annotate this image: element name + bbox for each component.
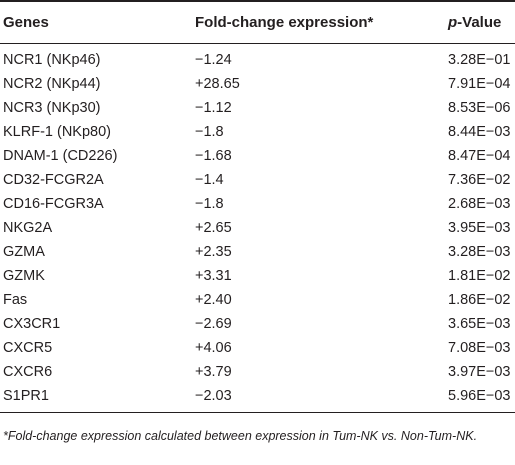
fold-change-cell: +2.40 [195, 292, 232, 308]
fold-change-cell: −1.68 [195, 148, 232, 164]
fold-change-cell: −1.4 [195, 172, 224, 188]
fold-change-cell: −1.8 [195, 196, 224, 212]
p-value-cell: 2.68E−03 [448, 196, 511, 212]
table-row: CXCR5 +4.06 7.08E−03 [0, 336, 515, 360]
table-row: Fas +2.40 1.86E−02 [0, 288, 515, 312]
p-value-cell: 8.44E−03 [448, 124, 511, 140]
gene-expression-table: Genes Fold-change expression* p-Value NC… [0, 0, 515, 413]
p-value-cell: 5.96E−03 [445, 384, 515, 413]
table-footnote: *Fold-change expression calculated betwe… [3, 429, 478, 443]
gene-cell: NCR1 (NKp46) [3, 52, 101, 68]
gene-cell: CD16-FCGR3A [3, 196, 104, 212]
p-value-cell: 1.86E−02 [448, 292, 511, 308]
table-row: KLRF-1 (NKp80) −1.8 8.44E−03 [0, 120, 515, 144]
fold-change-cell: +2.65 [195, 220, 232, 236]
table-row: CD16-FCGR3A −1.8 2.68E−03 [0, 192, 515, 216]
p-value-cell: 1.81E−02 [448, 268, 511, 284]
p-value-cell: 3.28E−01 [448, 52, 511, 68]
gene-cell: CXCR6 [3, 364, 53, 380]
gene-cell: GZMA [3, 244, 45, 260]
table-row: CX3CR1 −2.69 3.65E−03 [0, 312, 515, 336]
p-value-cell: 3.95E−03 [448, 220, 511, 236]
gene-expression-table-container: Genes Fold-change expression* p-Value NC… [0, 0, 515, 413]
header-p-italic: p [448, 14, 458, 31]
fold-change-cell: −2.03 [192, 384, 445, 413]
gene-cell: KLRF-1 (NKp80) [3, 124, 111, 140]
fold-change-cell: +28.65 [195, 76, 240, 92]
header-p-value: p-Value [445, 0, 515, 44]
table-row: S1PR1 −2.03 5.96E−03 [0, 384, 515, 413]
gene-cell: CD32-FCGR2A [3, 172, 104, 188]
table-row: GZMK +3.31 1.81E−02 [0, 264, 515, 288]
p-value-cell: 3.28E−03 [448, 244, 511, 260]
gene-cell: Fas [3, 292, 28, 308]
fold-change-cell: −1.12 [195, 100, 232, 116]
fold-change-cell: +2.35 [195, 244, 232, 260]
header-row: Genes Fold-change expression* p-Value [0, 0, 515, 44]
gene-cell: NKG2A [3, 220, 53, 236]
gene-cell: NCR2 (NKp44) [3, 76, 101, 92]
table-row: NKG2A +2.65 3.95E−03 [0, 216, 515, 240]
gene-cell: S1PR1 [0, 384, 192, 413]
fold-change-cell: −1.8 [195, 124, 224, 140]
table-body: NCR1 (NKp46) −1.24 3.28E−01 NCR2 (NKp44) +28… [0, 44, 515, 413]
gene-cell: NCR3 (NKp30) [3, 100, 101, 116]
table-row: NCR2 (NKp44) +28.65 7.91E−04 [0, 72, 515, 96]
header-genes: Genes [0, 0, 192, 44]
table-row: CD32-FCGR2A −1.4 7.36E−02 [0, 168, 515, 192]
fold-change-cell: −1.24 [195, 52, 232, 68]
fold-change-cell: +3.79 [195, 364, 232, 380]
p-value-cell: 7.08E−03 [448, 340, 511, 356]
table-row: GZMA +2.35 3.28E−03 [0, 240, 515, 264]
fold-change-cell: +3.31 [195, 268, 232, 284]
gene-cell: DNAM-1 (CD226) [3, 148, 118, 164]
p-value-cell: 7.36E−02 [448, 172, 511, 188]
header-fold-change: Fold-change expression* [192, 0, 445, 44]
table-row: CXCR6 +3.79 3.97E−03 [0, 360, 515, 384]
table-row: NCR3 (NKp30) −1.12 8.53E−06 [0, 96, 515, 120]
fold-change-cell: +4.06 [195, 340, 232, 356]
table-header: Genes Fold-change expression* p-Value [0, 0, 515, 44]
fold-change-cell: −2.69 [195, 316, 232, 332]
p-value-cell: 8.47E−04 [448, 148, 511, 164]
p-value-cell: 3.97E−03 [448, 364, 511, 380]
table-row: NCR1 (NKp46) −1.24 3.28E−01 [0, 44, 515, 73]
p-value-cell: 7.91E−04 [448, 76, 511, 92]
gene-cell: CXCR5 [3, 340, 53, 356]
table-row: DNAM-1 (CD226) −1.68 8.47E−04 [0, 144, 515, 168]
p-value-cell: 3.65E−03 [448, 316, 511, 332]
gene-cell: CX3CR1 [3, 316, 61, 332]
gene-cell: GZMK [3, 268, 45, 284]
header-p-suffix: -Value [457, 14, 502, 31]
p-value-cell: 8.53E−06 [448, 100, 511, 116]
